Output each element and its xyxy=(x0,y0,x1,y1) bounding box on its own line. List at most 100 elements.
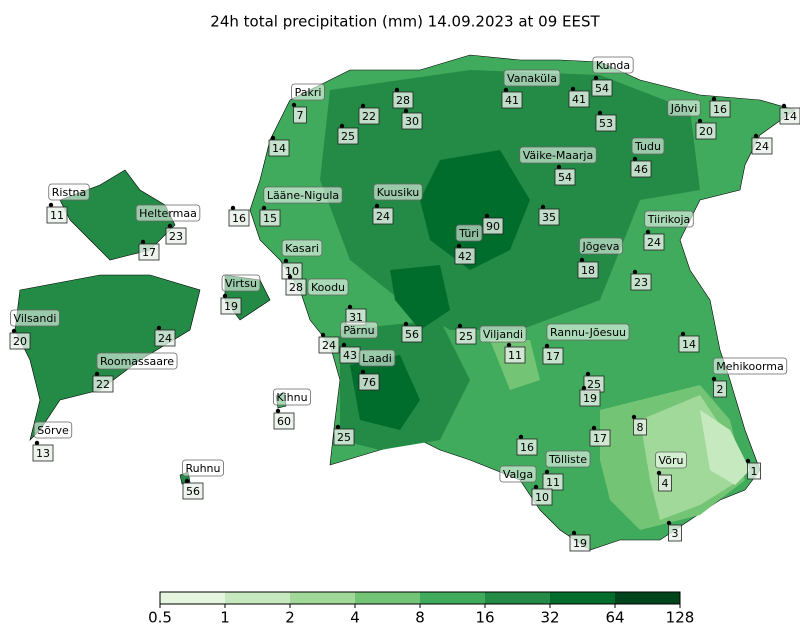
station-name: Sõrve xyxy=(37,424,69,437)
station-value: 17 xyxy=(593,432,607,445)
station-name: Pakri xyxy=(295,86,322,99)
station-value: 15 xyxy=(263,212,277,225)
name-box xyxy=(545,450,591,468)
value-box xyxy=(569,534,591,552)
station-value: 1 xyxy=(751,465,758,478)
station-dot xyxy=(156,325,162,331)
station-name: Laadi xyxy=(362,352,392,365)
station-value: 24 xyxy=(158,332,172,345)
name-box xyxy=(631,137,665,155)
value-box xyxy=(554,168,576,186)
station-dot xyxy=(261,205,267,211)
station-dot xyxy=(360,103,366,109)
station-value: 10 xyxy=(535,491,549,504)
station-name: Lääne-Nigula xyxy=(267,189,339,202)
station-value: 20 xyxy=(699,125,713,138)
station-dot xyxy=(360,369,366,375)
colorbar-bin xyxy=(160,592,225,604)
name-box xyxy=(281,239,323,257)
value-box xyxy=(273,412,295,430)
station-value: 41 xyxy=(505,94,519,107)
name-box xyxy=(33,421,73,439)
name-box xyxy=(519,146,597,164)
station-value: 23 xyxy=(634,276,648,289)
colorbar-bin xyxy=(485,592,550,604)
value-box xyxy=(538,208,560,226)
name-box xyxy=(135,204,201,222)
station-dot xyxy=(506,342,512,348)
station-value: 14 xyxy=(783,110,797,123)
station-dot xyxy=(544,343,550,349)
station-dot xyxy=(581,385,587,391)
value-box xyxy=(595,114,617,132)
value-box xyxy=(454,247,476,265)
station-value: 54 xyxy=(558,171,572,184)
station-value: 22 xyxy=(362,110,376,123)
name-box xyxy=(546,323,630,341)
station-dot xyxy=(518,434,524,440)
station-name: Pärnu xyxy=(343,324,374,337)
value-box xyxy=(220,297,242,315)
station-value: 16 xyxy=(713,103,727,116)
name-box xyxy=(655,451,687,469)
value-box xyxy=(482,217,504,235)
value-box xyxy=(779,107,800,125)
station-dot xyxy=(571,530,577,536)
station-dot xyxy=(339,123,345,129)
station-name: Kunda xyxy=(596,59,630,72)
station-dot xyxy=(593,75,599,81)
value-box xyxy=(542,347,564,365)
station-dot xyxy=(544,469,550,475)
colorbar-bin xyxy=(225,592,290,604)
value-box xyxy=(579,389,601,407)
station-value: 11 xyxy=(50,209,64,222)
station-value: 24 xyxy=(322,339,336,352)
value-box xyxy=(516,438,538,456)
station-dot xyxy=(556,164,562,170)
station-value: 76 xyxy=(362,376,376,389)
station-dot xyxy=(184,478,190,484)
colorbar-tick-label: 0.5 xyxy=(148,609,172,627)
value-box xyxy=(318,336,340,354)
value-box xyxy=(228,209,250,227)
station-name: Võru xyxy=(659,454,684,467)
dry-zone xyxy=(490,340,540,390)
name-box xyxy=(221,274,261,292)
station-value: 41 xyxy=(572,93,586,106)
colorbar-bin xyxy=(550,592,615,604)
station-dot xyxy=(230,205,236,211)
station-name: Tõlliste xyxy=(548,453,587,466)
colorbar-bin xyxy=(290,592,355,604)
value-box xyxy=(709,100,731,118)
station-dot xyxy=(597,110,603,116)
station-dot xyxy=(456,243,462,249)
station-name: Koodu xyxy=(311,281,345,294)
station-value: 28 xyxy=(289,281,303,294)
value-box xyxy=(504,346,526,364)
value-box xyxy=(747,462,761,480)
station-dot xyxy=(585,371,591,377)
station-value: 13 xyxy=(36,447,50,460)
station-value: 8 xyxy=(637,421,644,434)
value-box xyxy=(372,207,394,225)
station-dot xyxy=(283,258,289,264)
station-value: 19 xyxy=(573,537,587,550)
value-box xyxy=(678,335,700,353)
station-name: Vilsandi xyxy=(14,312,57,325)
station-dot xyxy=(711,96,717,102)
value-box xyxy=(32,444,54,462)
station-name: Rannu-Jõesuu xyxy=(550,326,626,339)
station-value: 2 xyxy=(717,383,724,396)
station-dot xyxy=(503,87,509,93)
station-value: 60 xyxy=(277,415,291,428)
name-box xyxy=(579,237,623,255)
value-box xyxy=(630,160,652,178)
map-title: 24h total precipitation (mm) 14.09.2023 … xyxy=(210,13,600,31)
value-box xyxy=(259,209,281,227)
colorbar-tick-label: 8 xyxy=(415,609,425,627)
value-box xyxy=(358,107,380,125)
station-dot xyxy=(457,323,463,329)
name-box xyxy=(712,357,788,375)
name-box xyxy=(340,321,378,339)
value-box xyxy=(589,429,611,447)
